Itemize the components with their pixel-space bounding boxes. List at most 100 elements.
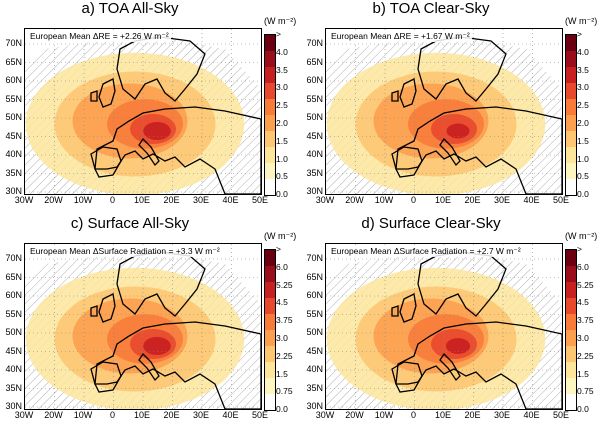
colorbar-tick-label: 0.0 (276, 404, 288, 415)
latitude-label: 40N (306, 149, 323, 159)
european-mean-label: European Mean ΔSurface Radiation = +3.3 … (28, 246, 222, 257)
coastline (391, 90, 399, 102)
colorbar-tick-label: 3.75 (276, 315, 293, 326)
latitude-label: 30N (306, 186, 323, 196)
colorbar-segment (566, 330, 576, 346)
colorbar-tick-label: 4.0 (276, 46, 288, 57)
longitude-label: 20W (44, 195, 63, 205)
coastline (439, 352, 461, 382)
longitude-label: 0 (410, 195, 416, 205)
longitude-label: 10E (434, 410, 451, 420)
colorbar-tick-label: 0.5 (577, 171, 589, 182)
latitude-label: 50N (306, 112, 323, 122)
longitude-label: 30W (14, 410, 34, 420)
colorbar-tick-label: 1.5 (276, 368, 288, 379)
coastline (94, 321, 261, 409)
coastline (90, 361, 122, 393)
latitude-label: 50N (5, 112, 22, 122)
latitude-label: 45N (5, 345, 22, 356)
map-frame: European Mean ΔRE = +1.67 W m⁻² (325, 28, 563, 195)
panel-title: d) Surface Clear-Sky (361, 215, 501, 232)
colorbar-segment (265, 51, 275, 67)
colorbar-segment (566, 266, 576, 282)
colorbar-tick-label: 2.5 (577, 100, 589, 111)
colorbar-tick-label: 3.5 (577, 64, 589, 75)
latitude-label: 40N (306, 364, 323, 374)
panel-title: c) Surface All-Sky (70, 215, 190, 232)
coastline (90, 90, 98, 102)
colorbar-tick-label: 1.5 (276, 135, 288, 146)
panel-c: c) Surface All-Sky European Mean ΔSurface… (0, 215, 301, 430)
longitude-label: 30W (14, 195, 34, 205)
colorbar-tick-label: 5.25 (276, 279, 293, 290)
colorbar-segment (566, 314, 576, 330)
colorbar-tick-label: 0.0 (577, 404, 589, 415)
longitude-label: 40E (523, 410, 540, 420)
longitude-label: 0 (410, 410, 416, 420)
longitude-label: 20W (345, 410, 364, 420)
colorbar-tick-label: 4.5 (577, 297, 589, 308)
longitude-label: 20E (163, 195, 180, 205)
longitude-label: 30W (315, 410, 335, 420)
latitude-label: 55N (306, 93, 323, 104)
colorbar-tick-label: 3.0 (577, 82, 589, 93)
latitude-label: 70N (5, 253, 22, 263)
latitude-label: 30N (5, 401, 22, 411)
colorbar-tick-label: 6.0 (276, 261, 288, 272)
colorbar-segment (265, 131, 275, 147)
latitude-label: 30N (306, 401, 323, 411)
colorbar (565, 249, 577, 411)
latitude-label: 35N (306, 167, 323, 178)
longitude-label: 50E (552, 195, 569, 205)
colorbar-segment (265, 394, 275, 410)
coastline (391, 146, 423, 178)
colorbar-tick-label: 2.0 (577, 118, 589, 128)
latitude-label: 30N (5, 186, 22, 196)
colorbar (264, 249, 276, 411)
colorbar-segment (265, 378, 275, 394)
colorbar-segment (265, 298, 275, 314)
longitude-label: 30E (192, 195, 209, 205)
colorbar-segment (566, 362, 576, 378)
colorbar-tick-label: 0.0 (577, 189, 589, 200)
unit-label: (W m⁻²) (264, 231, 297, 241)
longitude-label: 10W (73, 410, 93, 420)
colorbar-tick-label: > (276, 244, 281, 254)
colorbar-segment (265, 266, 275, 282)
longitude-label: 0 (109, 195, 115, 205)
latitude-label: 40N (5, 149, 22, 159)
colorbar-segment (265, 250, 275, 266)
unit-label: (W m⁻²) (565, 231, 598, 241)
latitude-label: 70N (306, 253, 323, 263)
longitude-label: 20E (163, 410, 180, 420)
radiation-contour (143, 122, 171, 140)
colorbar-tick-label: 4.0 (577, 46, 589, 57)
panel-d: d) Surface Clear-Sky European Mean ΔSurfa… (301, 215, 602, 430)
colorbar-segment (265, 67, 275, 83)
colorbar-segment (265, 147, 275, 163)
longitude-label: 10E (133, 195, 150, 205)
longitude-label: 40E (222, 195, 239, 205)
longitude-label: 20E (464, 410, 481, 420)
colorbar-segment (566, 282, 576, 298)
colorbar-tick-label: 0.75 (577, 386, 594, 397)
colorbar-segment (265, 330, 275, 346)
colorbar-tick-label: 3.0 (276, 82, 288, 93)
latitude-label: 45N (306, 345, 323, 356)
coastline (138, 137, 160, 167)
colorbar-segment (265, 115, 275, 131)
colorbar-segment (566, 179, 576, 195)
coastline (90, 305, 98, 317)
colorbar-segment (566, 250, 576, 266)
colorbar-segment (566, 35, 576, 51)
coastline (395, 106, 562, 194)
latitude-label: 45N (5, 130, 22, 141)
coastline (98, 293, 116, 323)
latitude-label: 60N (5, 75, 22, 85)
colorbar-tick-label: 1.5 (577, 135, 589, 146)
colorbar-tick-label: 2.5 (276, 100, 288, 111)
europe-map (326, 244, 562, 409)
longitude-label: 40E (222, 410, 239, 420)
colorbar-segment (265, 163, 275, 179)
colorbar-tick-label: 0.0 (276, 189, 288, 200)
